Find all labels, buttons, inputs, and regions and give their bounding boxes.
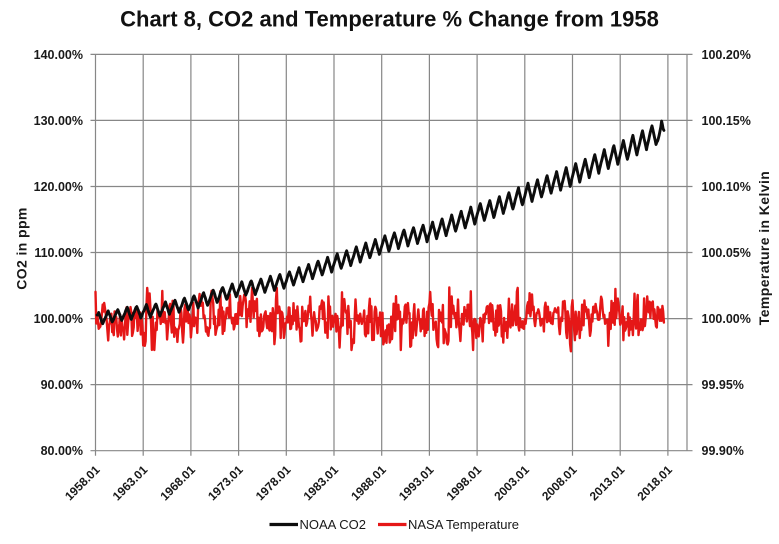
svg-text:90.00%: 90.00% (41, 378, 83, 392)
svg-text:100.20%: 100.20% (702, 48, 751, 62)
svg-text:Chart 8, CO2 and Temperature %: Chart 8, CO2 and Temperature % Change fr… (120, 7, 659, 32)
svg-text:110.00%: 110.00% (34, 246, 83, 260)
svg-text:80.00%: 80.00% (41, 444, 83, 458)
svg-text:100.15%: 100.15% (702, 114, 751, 128)
svg-text:100.00%: 100.00% (34, 312, 83, 326)
svg-text:100.05%: 100.05% (702, 246, 751, 260)
svg-text:130.00%: 130.00% (34, 114, 83, 128)
svg-text:NOAA CO2: NOAA CO2 (300, 517, 366, 532)
svg-text:100.10%: 100.10% (702, 180, 751, 194)
svg-text:140.00%: 140.00% (34, 48, 83, 62)
svg-text:Temperature in Kelvin: Temperature in Kelvin (756, 171, 772, 325)
svg-text:NASA Temperature: NASA Temperature (408, 517, 519, 532)
svg-text:99.90%: 99.90% (702, 444, 744, 458)
svg-text:99.95%: 99.95% (702, 378, 744, 392)
svg-text:120.00%: 120.00% (34, 180, 83, 194)
svg-text:CO2 in ppm: CO2 in ppm (14, 207, 30, 290)
svg-text:100.00%: 100.00% (702, 312, 751, 326)
